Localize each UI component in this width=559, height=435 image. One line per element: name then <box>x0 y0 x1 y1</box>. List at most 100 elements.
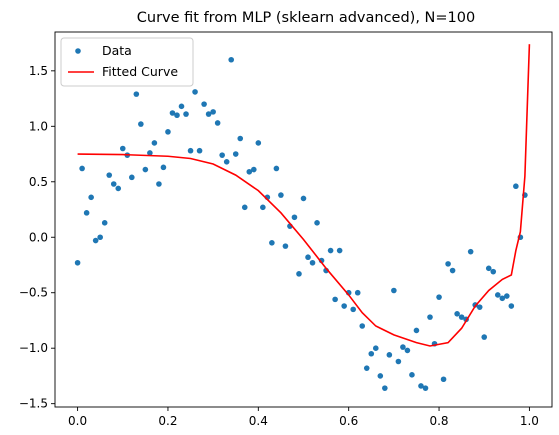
data-point <box>368 350 375 357</box>
data-point <box>395 358 402 365</box>
data-point <box>372 345 379 352</box>
data-point <box>445 261 451 267</box>
data-point <box>160 164 167 171</box>
data-point <box>291 214 298 221</box>
legend-box <box>60 37 194 87</box>
data-point <box>201 101 207 107</box>
data-point <box>427 314 433 320</box>
data-point <box>418 383 424 389</box>
data-point <box>359 323 366 329</box>
data-point <box>147 150 153 156</box>
data-point <box>485 265 492 272</box>
data-point <box>282 243 289 249</box>
data-point <box>241 204 248 211</box>
data-point <box>336 247 343 254</box>
x-tick-label: 0.8 <box>429 414 448 428</box>
data-point <box>142 166 149 173</box>
data-point <box>88 194 94 201</box>
y-tick-label: 0.5 <box>29 175 48 189</box>
y-tick-label: 1.0 <box>29 119 48 133</box>
data-point <box>499 295 506 302</box>
y-tick-label: 0.0 <box>29 230 48 244</box>
x-tick-label: 0.4 <box>249 414 268 428</box>
data-point <box>187 147 194 154</box>
data-point <box>382 385 388 391</box>
data-point <box>260 204 266 211</box>
axes-frame <box>54 31 553 408</box>
data-point <box>327 247 334 254</box>
data-point <box>278 192 284 198</box>
data-point <box>214 120 221 126</box>
data-point <box>458 314 465 320</box>
data-point <box>251 166 257 173</box>
data-point <box>219 152 225 158</box>
data-point <box>350 306 357 313</box>
data-point <box>151 140 158 146</box>
data-point <box>129 174 135 181</box>
data-point <box>494 292 501 298</box>
data-point <box>454 311 460 317</box>
data-point <box>476 304 483 310</box>
legend-marker-data <box>75 48 81 54</box>
data-point <box>174 112 180 119</box>
data-point <box>196 147 203 154</box>
data-point <box>481 334 488 340</box>
data-point <box>110 181 117 187</box>
data-point <box>246 168 253 175</box>
y-tick-label: 1.5 <box>29 64 48 78</box>
data-point <box>255 140 262 146</box>
data-point <box>409 372 415 378</box>
x-tick-label: 0.0 <box>68 414 87 428</box>
data-point <box>449 267 456 274</box>
data-point <box>83 210 90 216</box>
x-tick-label: 0.2 <box>158 414 177 428</box>
y-tick-label: −1.5 <box>19 397 48 411</box>
data-point <box>354 289 361 296</box>
plot-area <box>74 44 531 391</box>
y-tick-label: −1.0 <box>19 341 48 355</box>
data-point <box>165 129 171 135</box>
data-point <box>400 344 406 350</box>
data-point <box>391 287 397 294</box>
legend-label-fit: Fitted Curve <box>102 64 178 79</box>
data-point <box>228 56 235 63</box>
data-point <box>305 254 311 261</box>
data-point <box>119 145 126 152</box>
data-point <box>133 91 140 97</box>
fitted-curve-line <box>77 44 531 347</box>
data-point <box>183 111 189 117</box>
data-point <box>101 220 108 226</box>
data-point <box>332 296 338 303</box>
data-point <box>273 165 280 172</box>
data-point <box>508 303 515 309</box>
data-point <box>192 89 198 95</box>
data-point <box>106 172 113 178</box>
data-point <box>377 373 384 379</box>
data-point <box>223 159 230 165</box>
data-point <box>413 327 420 334</box>
data-point <box>115 185 122 192</box>
x-tick-label: 0.6 <box>339 414 358 428</box>
data-point <box>513 183 519 190</box>
data-point <box>92 237 99 244</box>
data-point <box>440 376 447 383</box>
legend-label-data: Data <box>102 43 132 58</box>
data-point <box>422 385 429 391</box>
y-tick-label: −0.5 <box>19 286 48 300</box>
data-point <box>169 110 176 116</box>
data-point <box>404 347 411 354</box>
data-point <box>138 121 144 127</box>
data-point <box>300 195 307 202</box>
data-point <box>309 259 316 266</box>
data-point <box>296 271 302 277</box>
data-point <box>363 365 370 371</box>
x-tick-label: 1.0 <box>520 414 539 428</box>
data-point <box>269 240 275 246</box>
data-point <box>74 259 81 266</box>
data-point <box>314 220 320 226</box>
data-point <box>178 103 185 110</box>
data-point <box>156 181 162 187</box>
data-point <box>232 151 239 157</box>
